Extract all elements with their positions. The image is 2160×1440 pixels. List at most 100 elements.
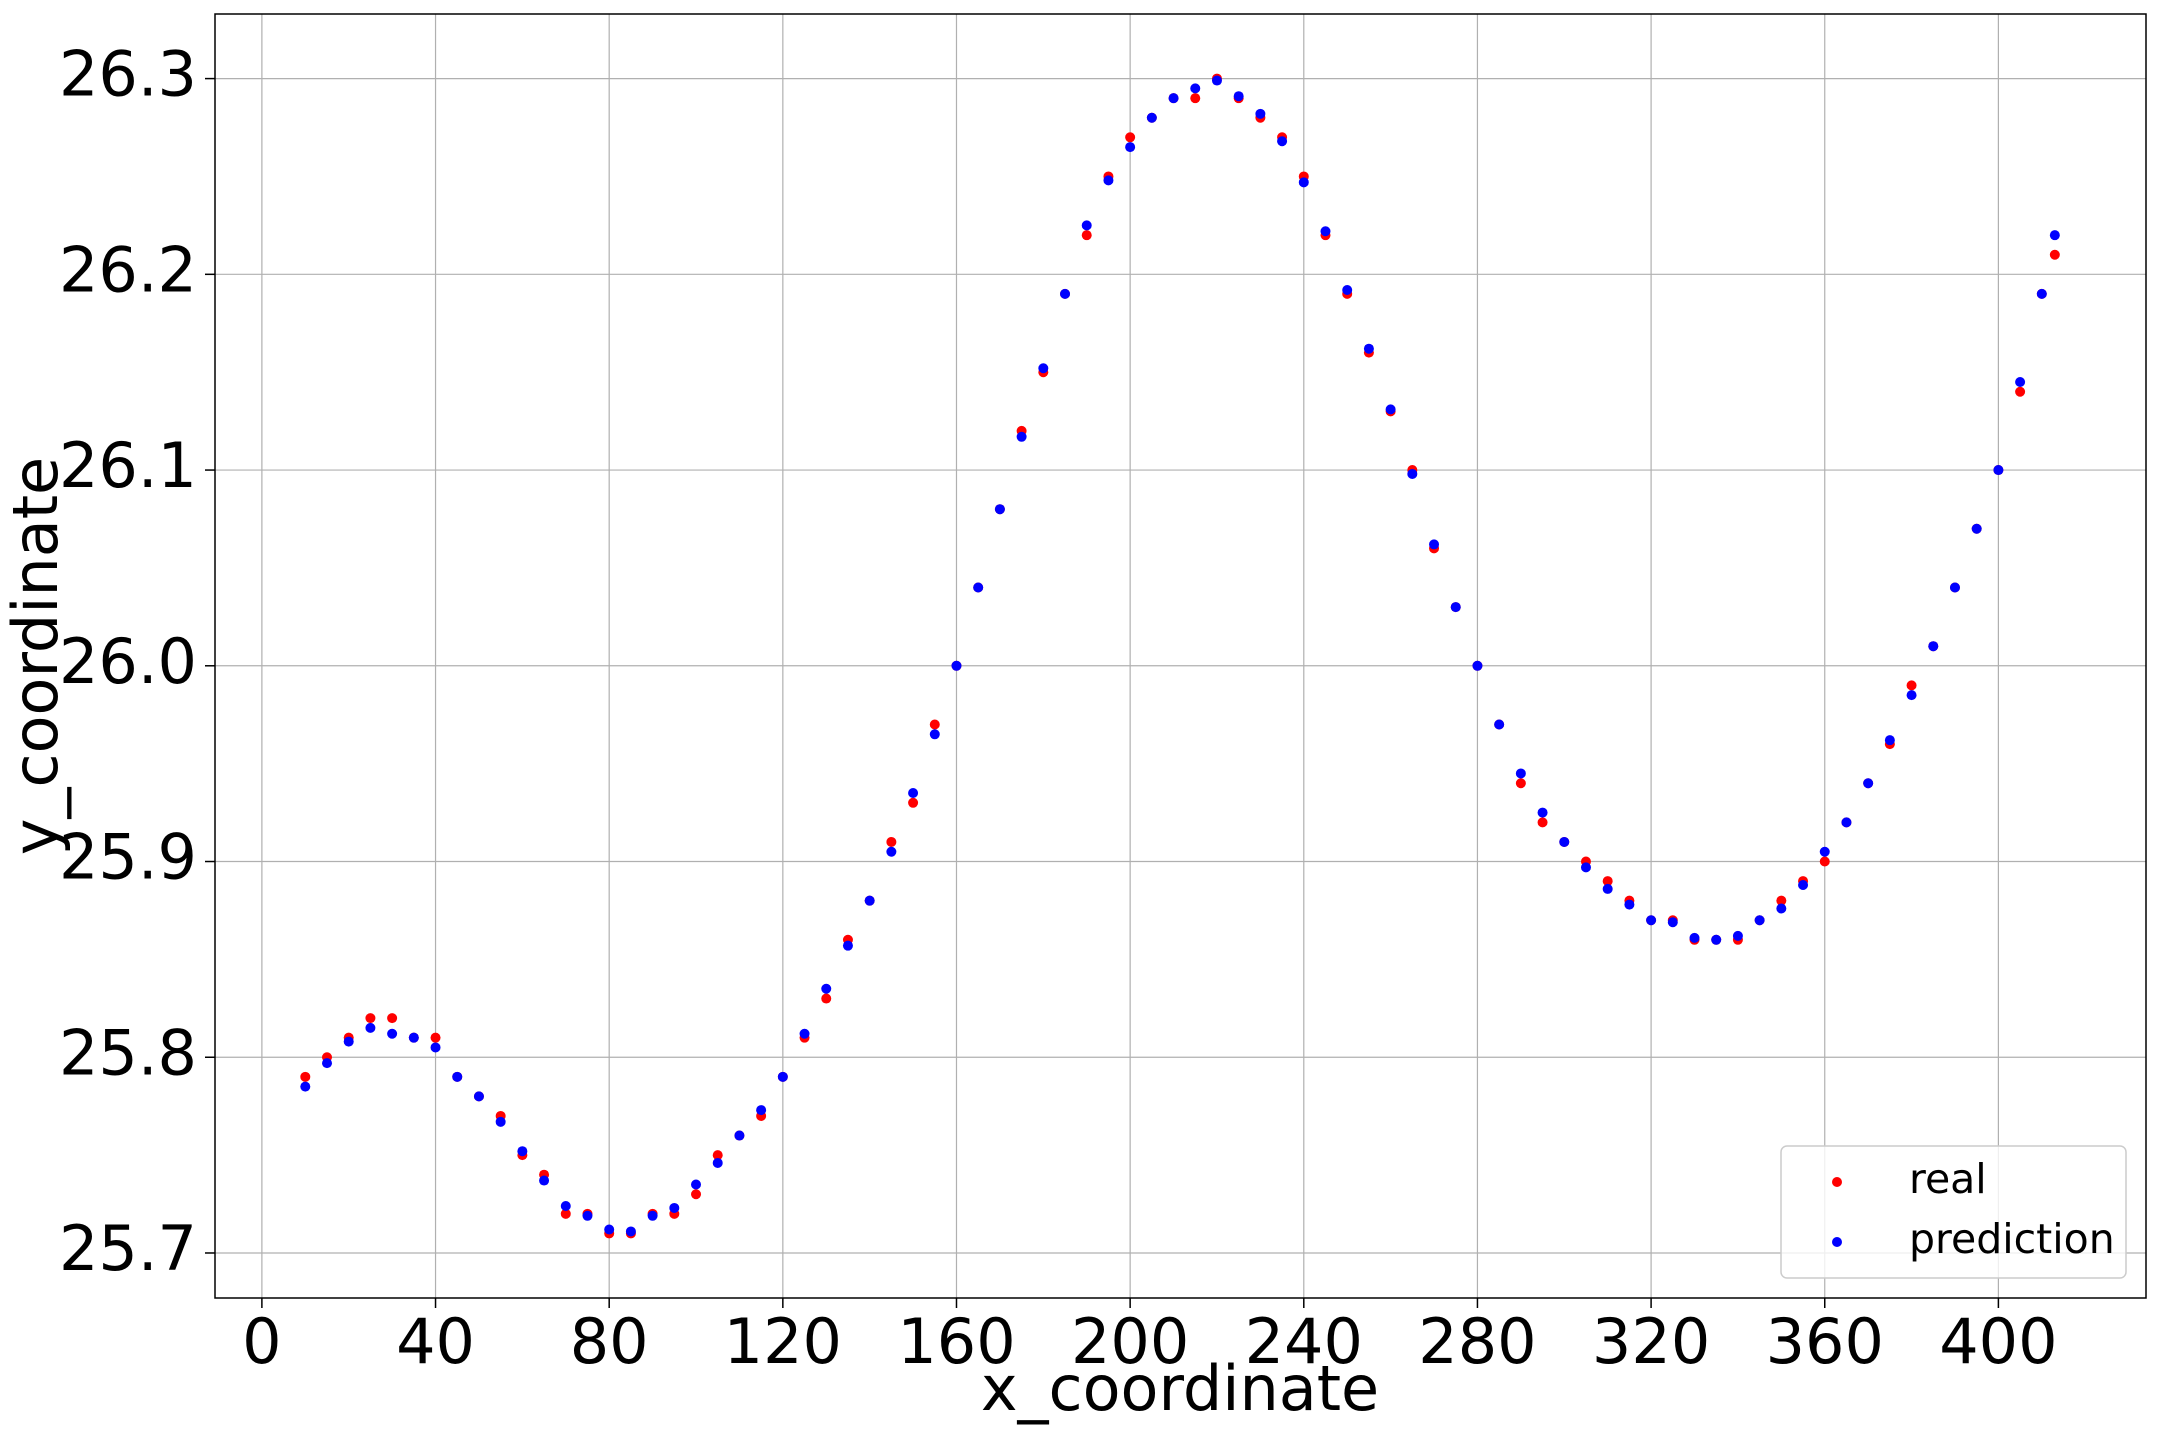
point	[365, 1022, 376, 1033]
point	[430, 1032, 441, 1043]
x-tick-label: 40	[396, 1305, 475, 1378]
point	[322, 1058, 333, 1069]
point	[1667, 917, 1678, 928]
y-axis-label: y_coordinate	[0, 457, 72, 855]
point	[604, 1224, 615, 1235]
point	[560, 1201, 571, 1212]
point	[1233, 91, 1244, 102]
point	[669, 1202, 680, 1213]
legend-label: real	[1909, 1155, 1987, 1203]
point	[777, 1071, 788, 1082]
y-tick-label: 25.9	[59, 821, 197, 894]
x-tick-label: 80	[570, 1305, 649, 1378]
point	[1754, 915, 1765, 926]
point	[300, 1081, 311, 1092]
legend-marker	[1832, 1177, 1842, 1187]
point	[929, 719, 940, 730]
point	[408, 1032, 419, 1043]
point	[1646, 915, 1657, 926]
point	[1776, 903, 1787, 914]
point	[1103, 175, 1114, 186]
y-tick-label: 25.7	[59, 1212, 197, 1285]
point	[539, 1175, 550, 1186]
point	[625, 1226, 636, 1237]
point	[1146, 112, 1157, 123]
point	[886, 836, 897, 847]
point	[1949, 582, 1960, 593]
point	[2015, 376, 2026, 387]
x-tick-label: 200	[1071, 1305, 1189, 1378]
point	[1776, 895, 1787, 906]
point	[1038, 363, 1049, 374]
point	[821, 993, 832, 1004]
point	[1125, 132, 1136, 143]
point	[582, 1210, 593, 1221]
point	[734, 1130, 745, 1141]
point	[1211, 75, 1222, 86]
point	[1841, 817, 1852, 828]
point	[1081, 230, 1092, 241]
point	[1711, 934, 1722, 945]
point	[994, 504, 1005, 515]
legend-label: prediction	[1909, 1215, 2115, 1263]
point	[1450, 602, 1461, 613]
point	[712, 1150, 723, 1161]
x-tick-label: 160	[897, 1305, 1015, 1378]
y-tick-label: 26.2	[59, 233, 197, 306]
point	[1689, 932, 1700, 943]
point	[712, 1157, 723, 1168]
point	[1971, 523, 1982, 534]
point	[517, 1146, 528, 1157]
legend-marker	[1832, 1237, 1842, 1247]
point	[1277, 136, 1288, 147]
x-tick-label: 400	[1939, 1305, 2057, 1378]
point	[1407, 468, 1418, 479]
point	[1580, 862, 1591, 873]
point	[1906, 690, 1917, 701]
plot-frame	[214, 13, 2147, 1299]
point	[1515, 778, 1526, 789]
point	[452, 1071, 463, 1082]
point	[647, 1210, 658, 1221]
point	[2036, 288, 2047, 299]
point	[1624, 899, 1635, 910]
point	[973, 582, 984, 593]
point	[2015, 386, 2026, 397]
point	[430, 1042, 441, 1053]
y-tick-label: 26.1	[59, 429, 197, 502]
point	[1255, 108, 1266, 119]
point	[1993, 465, 2004, 476]
point	[691, 1189, 702, 1200]
point	[1472, 660, 1483, 671]
point	[1429, 539, 1440, 550]
x-tick-label: 240	[1245, 1305, 1363, 1378]
point	[1342, 284, 1353, 295]
point	[1537, 817, 1548, 828]
point	[908, 788, 919, 799]
point	[387, 1028, 398, 1039]
point	[1602, 883, 1613, 894]
y-tick-label: 26.0	[59, 625, 197, 698]
x-tick-label: 0	[242, 1305, 281, 1378]
point	[756, 1105, 767, 1116]
point	[691, 1179, 702, 1190]
point	[1190, 83, 1201, 94]
x-tick-label: 280	[1418, 1305, 1536, 1378]
point	[864, 895, 875, 906]
point	[1016, 431, 1027, 442]
point	[1298, 177, 1309, 188]
point	[1537, 807, 1548, 818]
point	[365, 1013, 376, 1024]
point	[1168, 93, 1179, 104]
point	[473, 1091, 484, 1102]
point	[1320, 226, 1331, 237]
point	[1363, 343, 1374, 354]
x-tick-label: 360	[1766, 1305, 1884, 1378]
point	[1515, 768, 1526, 779]
point	[1884, 735, 1895, 746]
point	[1559, 836, 1570, 847]
point	[1732, 930, 1743, 941]
point	[300, 1071, 311, 1082]
point	[1819, 856, 1830, 867]
